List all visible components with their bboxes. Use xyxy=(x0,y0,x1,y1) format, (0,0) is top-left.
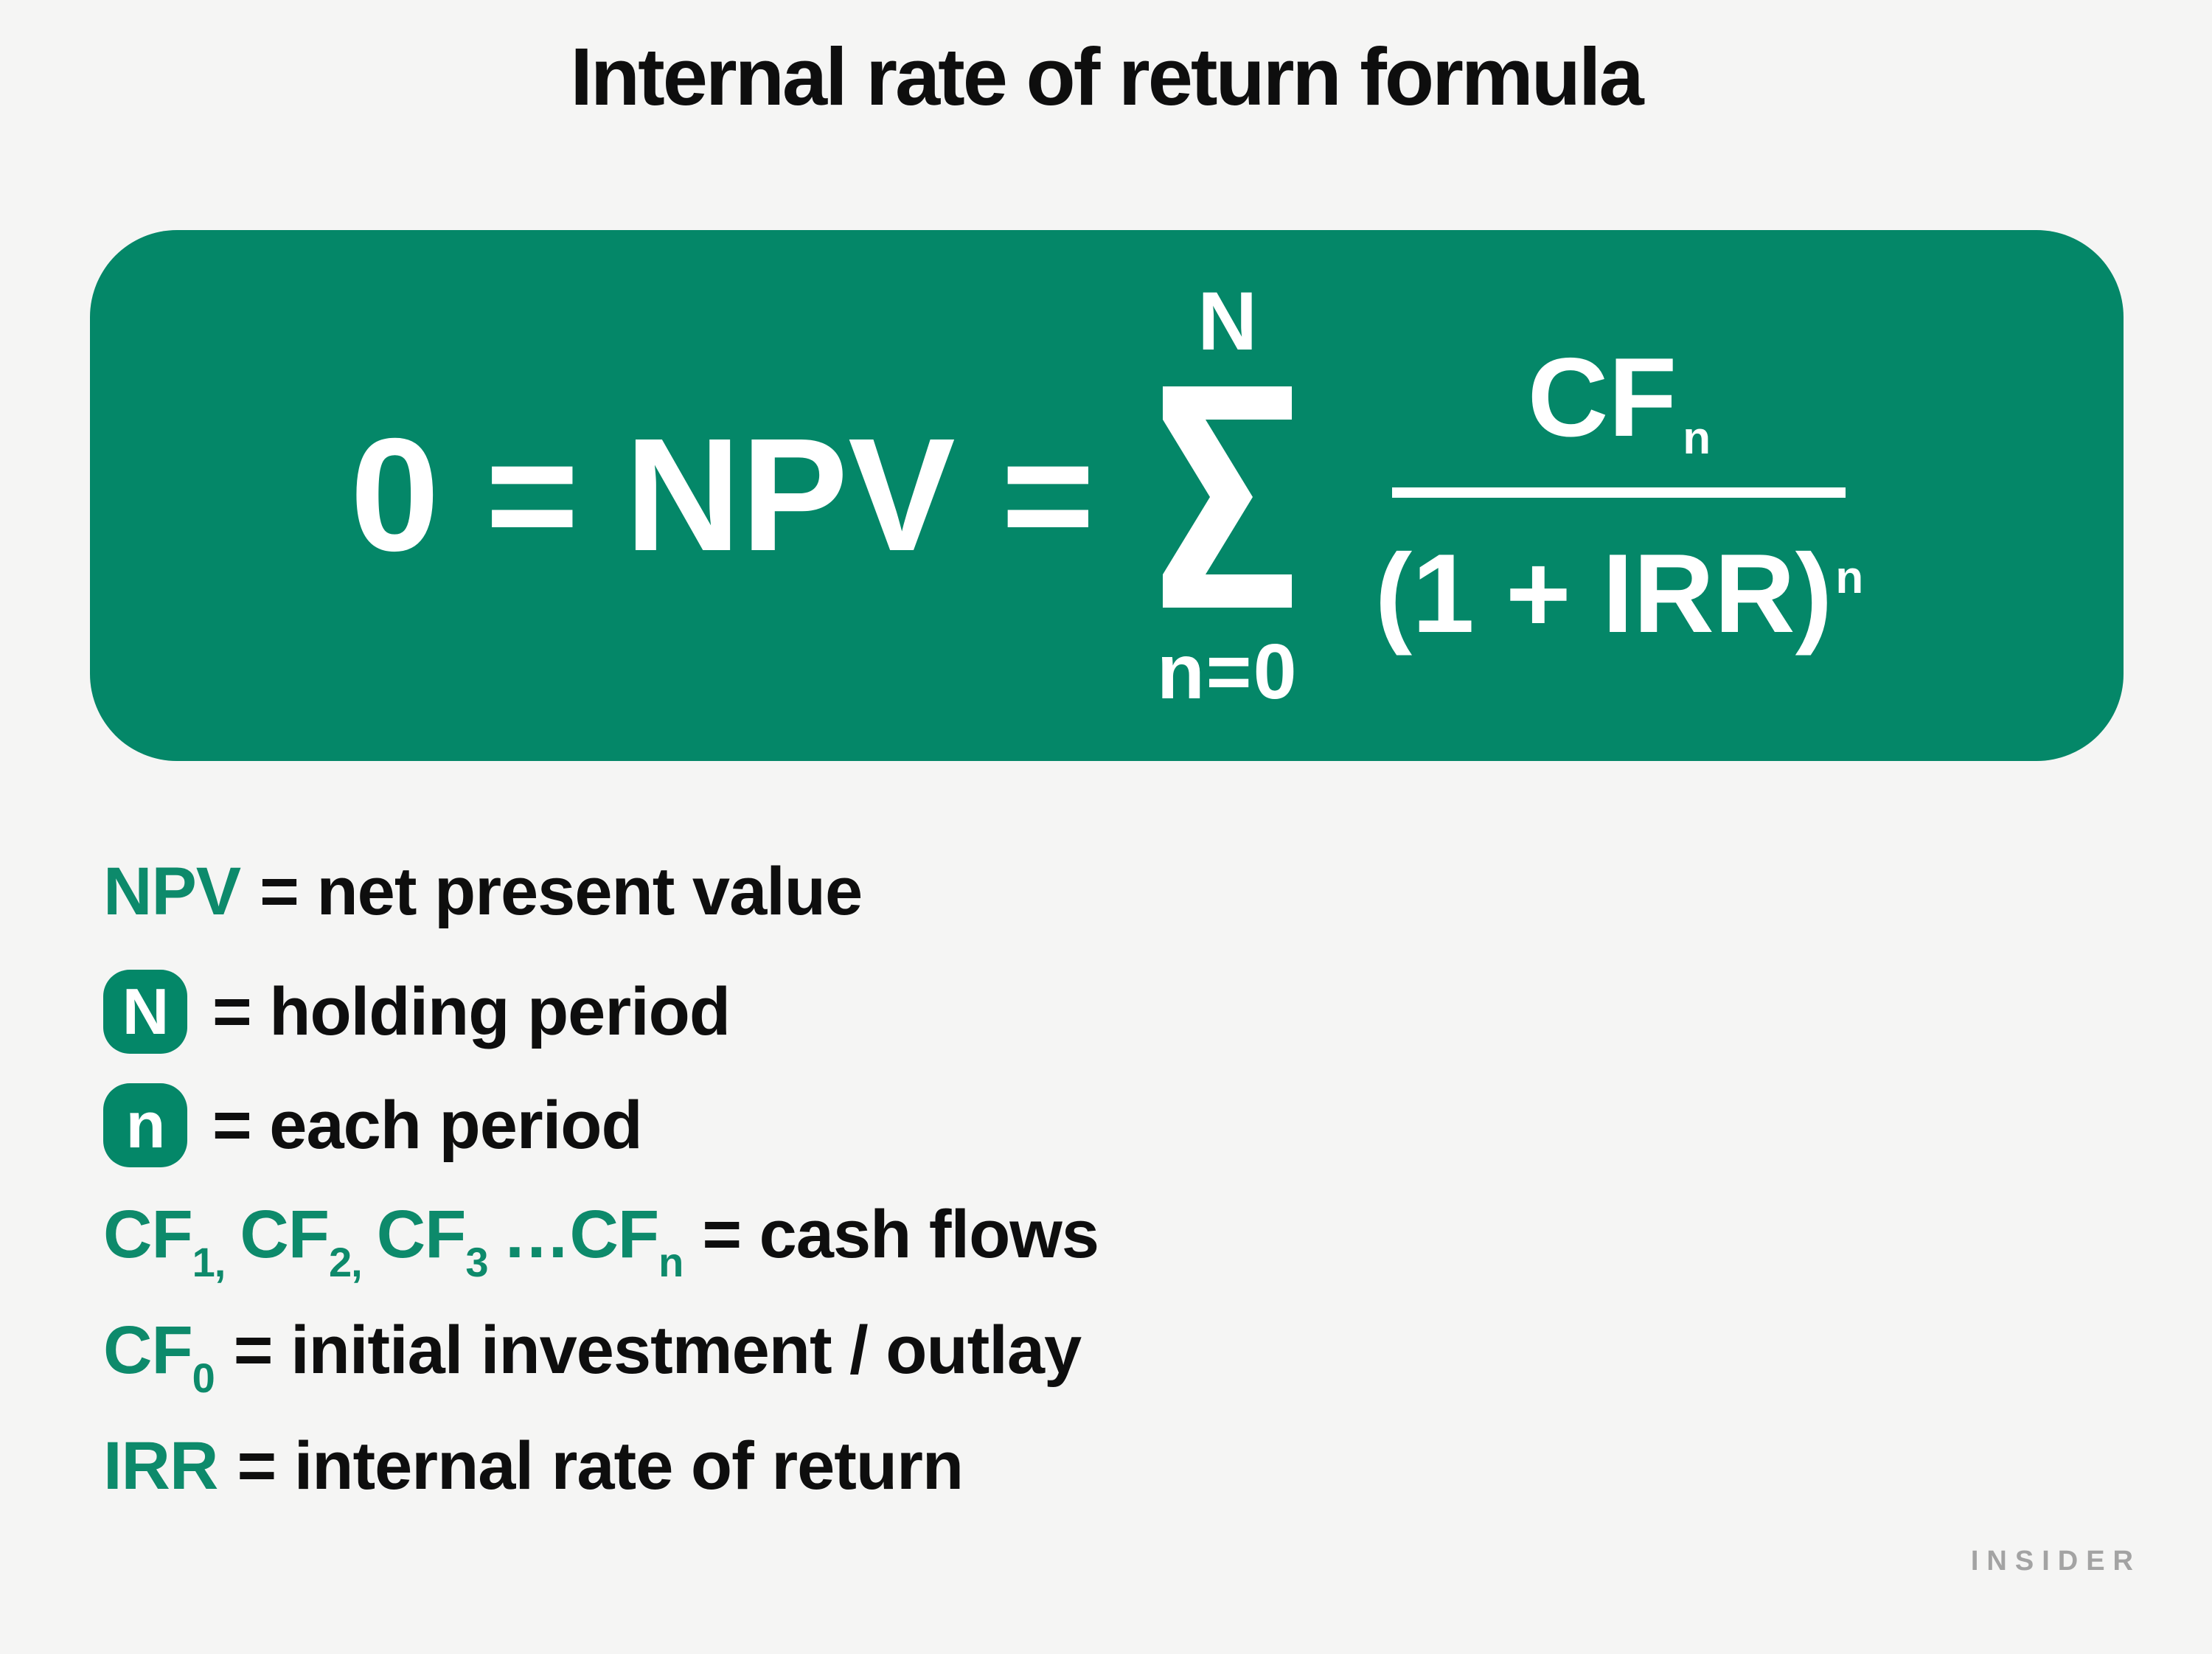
equals-sign: = xyxy=(1001,406,1095,585)
cf-term: …CFn xyxy=(502,1197,684,1286)
summation-upper-limit: N xyxy=(1197,275,1258,367)
denominator-superscript: n xyxy=(1835,552,1864,603)
cf-subscript: n xyxy=(658,1239,684,1286)
equals-sign: = xyxy=(485,406,580,585)
fraction-block: CF n (1 + IRR)n xyxy=(1375,341,1864,650)
formula-box: 0 = NPV = N n=0 CF n (1 + IRR)n xyxy=(90,230,2124,761)
cf-subscript: 0 xyxy=(192,1355,215,1402)
cf-subscript: 2, xyxy=(328,1239,363,1286)
fraction-denominator: (1 + IRR)n xyxy=(1375,538,1864,650)
cf-subscript: 3 xyxy=(465,1239,488,1286)
numerator-base: CF xyxy=(1527,335,1677,460)
formula-npv: NPV xyxy=(625,406,956,585)
summation-lower-limit: n=0 xyxy=(1156,628,1298,715)
legend: NPV = net present value N = holding peri… xyxy=(103,854,1873,1544)
legend-term-npv: NPV xyxy=(103,854,241,929)
formula-left-hand-side: 0 = NPV = xyxy=(350,415,1095,576)
legend-row-irr: IRR = internal rate of return xyxy=(103,1428,1873,1504)
badge-lowercase-n: n xyxy=(103,1083,187,1168)
formula-zero: 0 xyxy=(349,406,440,585)
page-title: Internal rate of return formula xyxy=(570,32,1644,122)
legend-definition: = initial investment / outlay xyxy=(233,1313,1082,1389)
denominator-base: (1 + IRR) xyxy=(1374,531,1833,656)
fraction-bar xyxy=(1392,487,1846,498)
cf-term: CF2, xyxy=(240,1197,362,1286)
legend-row-holding-period: N = holding period xyxy=(103,970,1873,1054)
cf-term: CF3 xyxy=(376,1197,489,1286)
legend-definition: = cash flows xyxy=(702,1197,1099,1273)
legend-row-each-period: n = each period xyxy=(103,1083,1873,1168)
badge-capital-n: N xyxy=(103,970,187,1054)
legend-definition: = holding period xyxy=(212,973,731,1049)
cf-term: CF1, xyxy=(103,1197,226,1286)
fraction-numerator: CF n xyxy=(1528,341,1711,462)
legend-definition: = each period xyxy=(212,1087,643,1163)
legend-definition: = internal rate of return xyxy=(237,1428,964,1504)
legend-term-cf-series: CF1, CF2, CF3 …CFn xyxy=(103,1197,684,1286)
sigma-icon xyxy=(1163,386,1293,608)
insider-logo: INSIDER xyxy=(1970,1546,2141,1577)
numerator-subscript: n xyxy=(1683,413,1711,464)
legend-term-cf0: CF0 xyxy=(103,1313,215,1402)
legend-row-initial-investment: CF0 = initial investment / outlay xyxy=(103,1313,1873,1402)
cf-subscript: 1, xyxy=(192,1239,226,1286)
legend-definition: = net present value xyxy=(260,854,863,929)
summation-block: N n=0 xyxy=(1156,275,1298,715)
legend-row-npv: NPV = net present value xyxy=(103,854,1873,930)
legend-term-irr: IRR xyxy=(103,1428,218,1504)
legend-row-cash-flows: CF1, CF2, CF3 …CFn = cash flows xyxy=(103,1197,1873,1286)
